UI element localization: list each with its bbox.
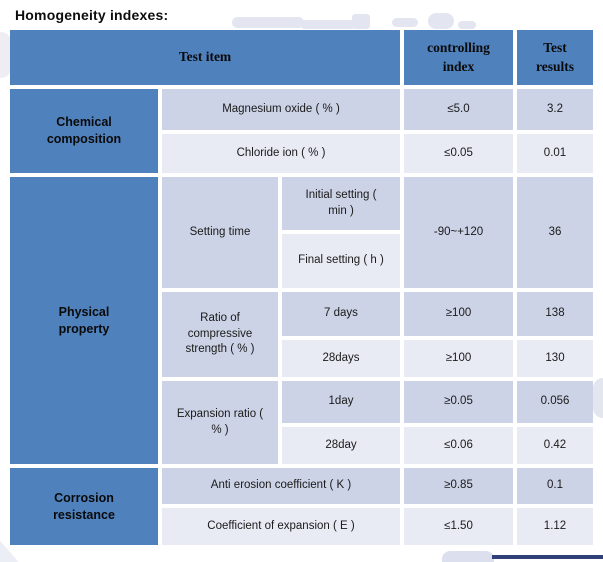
cell-expansion-1day: 1day	[282, 381, 400, 423]
cell-expansion-28day: 28day	[282, 427, 400, 464]
cloud-deco	[458, 21, 476, 29]
cell-coefficient-item: Coefficient of expansion ( E )	[162, 508, 400, 545]
cloud-deco	[442, 551, 494, 562]
cell-compressive-28days: 28days	[282, 340, 400, 377]
cell-magnesium-index: ≤5.0	[404, 89, 513, 130]
cell-expansion-28day-result: 0.42	[517, 427, 593, 464]
cell-setting-time-result: 36	[517, 177, 593, 288]
accent-bar	[492, 555, 603, 559]
cell-compressive-28days-index: ≥100	[404, 340, 513, 377]
cloud-deco	[392, 18, 418, 27]
category-chemical-composition: Chemical composition	[10, 89, 158, 173]
cell-magnesium-result: 3.2	[517, 89, 593, 130]
cell-chloride-result: 0.01	[517, 134, 593, 173]
col-header-test-item: Test item	[10, 30, 400, 85]
cell-compressive-7days: 7 days	[282, 292, 400, 336]
cell-expansion-item: Expansion ratio ( % )	[162, 381, 278, 464]
cell-anti-erosion-index: ≥0.85	[404, 468, 513, 504]
edge-deco	[593, 378, 603, 418]
cell-compressive-28days-result: 130	[517, 340, 593, 377]
cell-compressive-7days-result: 138	[517, 292, 593, 336]
category-corrosion-resistance: Corrosion resistance	[10, 468, 158, 545]
edge-deco	[0, 32, 11, 78]
homogeneity-table: Test item controlling index Test results…	[10, 30, 593, 545]
cloud-deco	[352, 14, 370, 29]
col-header-test-results: Test results	[517, 30, 593, 85]
cloud-deco	[428, 13, 454, 29]
cell-setting-time: Setting time	[162, 177, 278, 288]
cell-setting-time-index: -90~+120	[404, 177, 513, 288]
cell-initial-setting: Initial setting ( min )	[282, 177, 400, 230]
cloud-deco	[300, 20, 356, 29]
cell-anti-erosion-result: 0.1	[517, 468, 593, 504]
cell-compressive-item: Ratio of compressive strength ( % )	[162, 292, 278, 377]
cell-expansion-28day-index: ≤0.06	[404, 427, 513, 464]
cell-chloride-index: ≤0.05	[404, 134, 513, 173]
cell-expansion-1day-result: 0.056	[517, 381, 593, 423]
cell-compressive-7days-index: ≥100	[404, 292, 513, 336]
cell-magnesium-item: Magnesium oxide ( % )	[162, 89, 400, 130]
cell-chloride-item: Chloride ion ( % )	[162, 134, 400, 173]
col-header-controlling-index: controlling index	[404, 30, 513, 85]
cloud-deco	[232, 17, 304, 28]
cell-final-setting: Final setting ( h )	[282, 234, 400, 288]
cell-expansion-1day-index: ≥0.05	[404, 381, 513, 423]
category-physical-property: Physical property	[10, 177, 158, 464]
cell-coefficient-result: 1.12	[517, 508, 593, 545]
cell-anti-erosion-item: Anti erosion coefficient ( K )	[162, 468, 400, 504]
cell-coefficient-index: ≤1.50	[404, 508, 513, 545]
page-title: Homogeneity indexes:	[15, 7, 169, 23]
